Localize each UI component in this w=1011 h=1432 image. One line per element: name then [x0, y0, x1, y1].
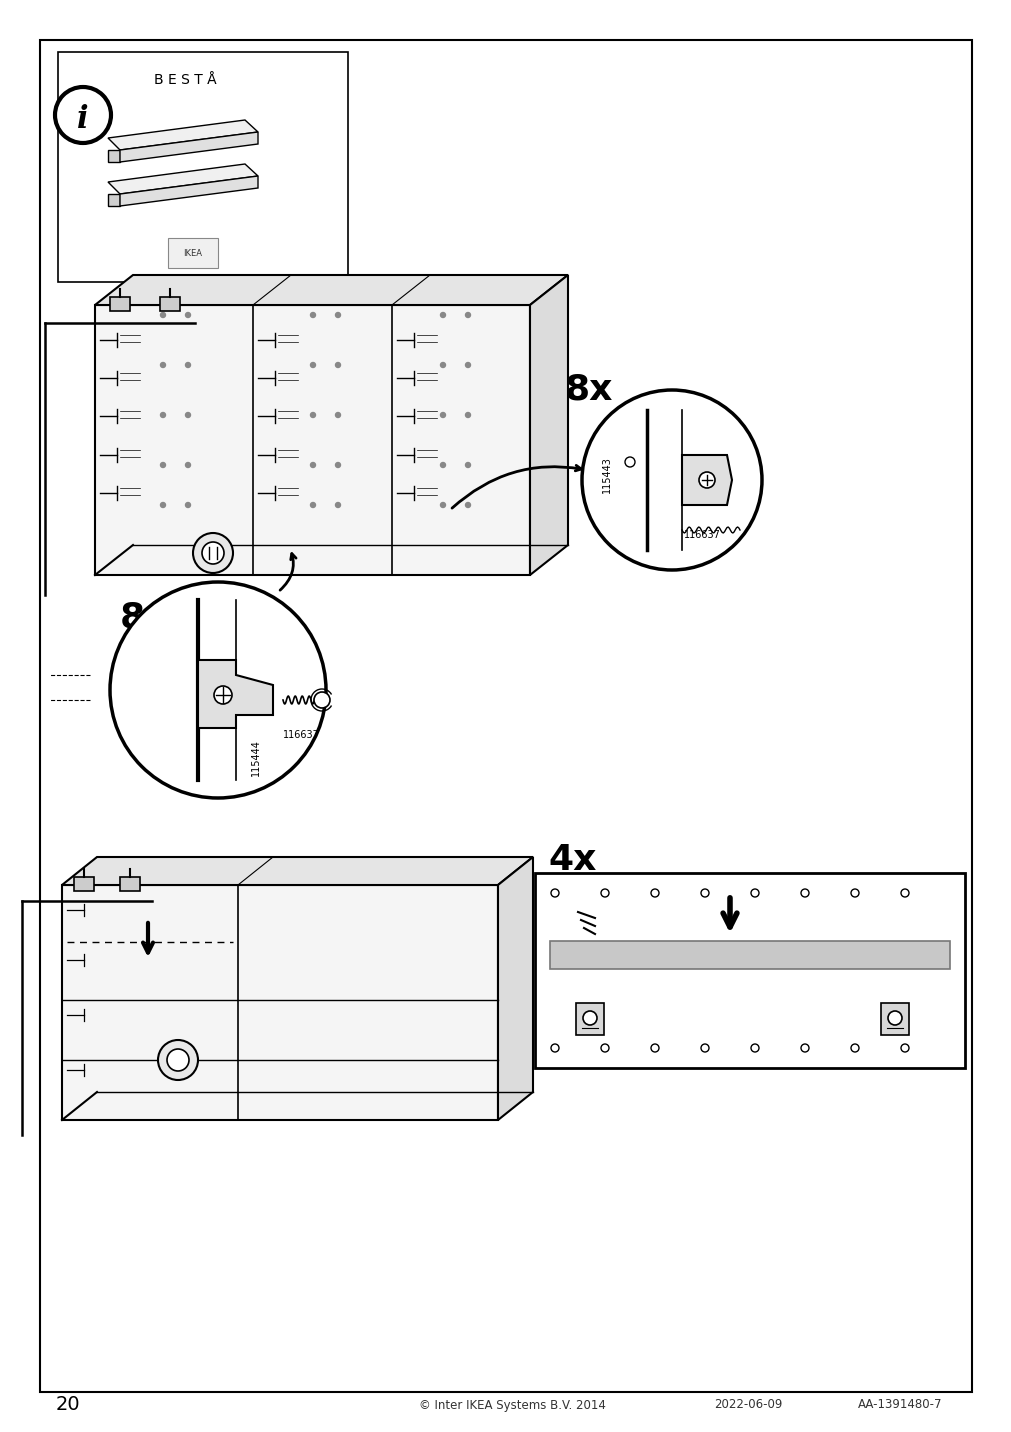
Circle shape [601, 889, 609, 896]
Text: 20: 20 [56, 1396, 81, 1415]
Circle shape [193, 533, 233, 573]
Text: 8x: 8x [120, 601, 168, 634]
Circle shape [310, 412, 315, 418]
Circle shape [581, 390, 761, 570]
Circle shape [650, 1044, 658, 1053]
Polygon shape [62, 856, 533, 885]
Circle shape [310, 503, 315, 507]
Bar [575, 1002, 604, 1035]
Text: B E S T Å: B E S T Å [154, 73, 216, 87]
Polygon shape [108, 120, 258, 150]
Bar [535, 874, 964, 1068]
Text: 4x: 4x [548, 843, 595, 876]
Text: 116637: 116637 [282, 730, 319, 740]
Text: 8x: 8x [564, 372, 613, 407]
Circle shape [801, 889, 808, 896]
Text: 115444: 115444 [251, 739, 261, 776]
Polygon shape [497, 856, 533, 1120]
Circle shape [625, 457, 634, 467]
Circle shape [161, 463, 166, 467]
Circle shape [850, 1044, 858, 1053]
Circle shape [440, 362, 445, 368]
Circle shape [213, 686, 232, 705]
Circle shape [310, 362, 315, 368]
Circle shape [440, 412, 445, 418]
Circle shape [887, 1011, 901, 1025]
Text: 115443: 115443 [602, 457, 612, 494]
Circle shape [336, 463, 340, 467]
Circle shape [185, 362, 190, 368]
Circle shape [310, 463, 315, 467]
Bar [58, 52, 348, 282]
Circle shape [582, 1011, 596, 1025]
Circle shape [161, 503, 166, 507]
Circle shape [336, 412, 340, 418]
Polygon shape [530, 275, 567, 576]
Circle shape [465, 463, 470, 467]
Bar [160, 296, 180, 311]
Bar [74, 876, 94, 891]
Circle shape [465, 503, 470, 507]
Text: AA-1391480-7: AA-1391480-7 [857, 1399, 941, 1412]
Text: IKEA: IKEA [183, 249, 202, 258]
Circle shape [336, 362, 340, 368]
Bar [110, 296, 129, 311]
Circle shape [701, 1044, 709, 1053]
Polygon shape [108, 150, 120, 162]
Circle shape [801, 1044, 808, 1053]
Circle shape [699, 473, 715, 488]
Circle shape [161, 362, 166, 368]
Circle shape [336, 312, 340, 318]
Circle shape [167, 1050, 189, 1071]
Bar [549, 941, 949, 969]
Circle shape [185, 412, 190, 418]
Text: 116637: 116637 [682, 530, 720, 540]
Circle shape [550, 1044, 558, 1053]
Circle shape [465, 412, 470, 418]
Circle shape [440, 463, 445, 467]
Circle shape [465, 312, 470, 318]
Polygon shape [198, 660, 273, 727]
Text: i: i [77, 103, 89, 135]
Bar [120, 876, 140, 891]
Text: © Inter IKEA Systems B.V. 2014: © Inter IKEA Systems B.V. 2014 [419, 1399, 605, 1412]
Circle shape [850, 889, 858, 896]
Circle shape [440, 503, 445, 507]
Circle shape [336, 503, 340, 507]
Circle shape [750, 1044, 758, 1053]
Circle shape [55, 87, 111, 143]
Polygon shape [62, 885, 497, 1120]
Circle shape [310, 312, 315, 318]
Circle shape [601, 1044, 609, 1053]
Circle shape [313, 692, 330, 707]
Polygon shape [120, 132, 258, 162]
Circle shape [701, 889, 709, 896]
Circle shape [161, 412, 166, 418]
Text: 2022-06-09: 2022-06-09 [713, 1399, 782, 1412]
Circle shape [900, 889, 908, 896]
Circle shape [185, 312, 190, 318]
Circle shape [202, 541, 223, 564]
Circle shape [440, 312, 445, 318]
Circle shape [550, 889, 558, 896]
Circle shape [650, 889, 658, 896]
Polygon shape [120, 176, 258, 206]
Circle shape [750, 889, 758, 896]
Bar [168, 238, 217, 268]
Circle shape [185, 463, 190, 467]
Polygon shape [108, 165, 258, 193]
Circle shape [185, 503, 190, 507]
Circle shape [900, 1044, 908, 1053]
Bar [881, 1002, 908, 1035]
Circle shape [158, 1040, 198, 1080]
Polygon shape [108, 193, 120, 206]
Circle shape [110, 581, 326, 798]
Polygon shape [681, 455, 731, 505]
Polygon shape [95, 275, 567, 305]
Circle shape [465, 362, 470, 368]
Circle shape [161, 312, 166, 318]
Polygon shape [95, 305, 530, 576]
